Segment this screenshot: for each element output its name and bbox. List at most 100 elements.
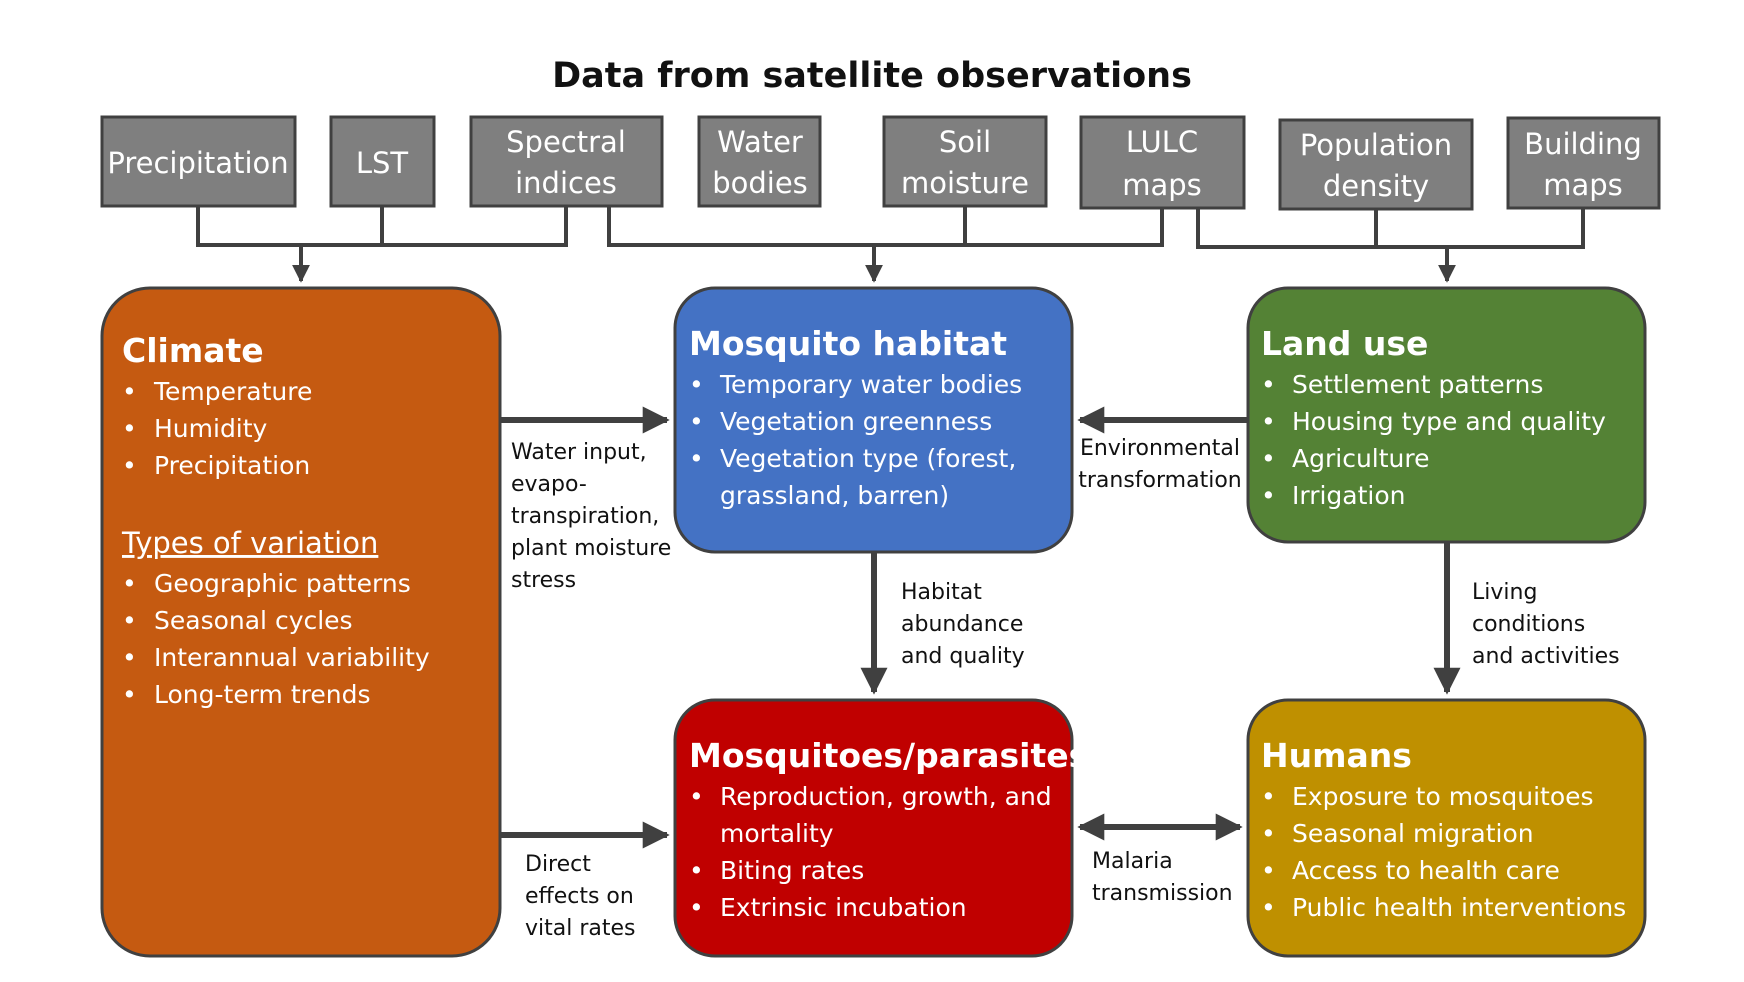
landuse-item: Housing type and quality (1292, 407, 1606, 436)
source-soil-line2: moisture (901, 166, 1029, 200)
mosquitoes-item: Extrinsic incubation (720, 893, 967, 922)
edge-label-line: and quality (901, 644, 1025, 669)
climate-subitem: Geographic patterns (154, 569, 411, 598)
edge-label-line: plant moisture (511, 536, 671, 561)
source-spectral-line2: indices (515, 166, 617, 200)
landuse-item: Irrigation (1292, 481, 1406, 510)
humans-box: Humans • Exposure to mosquitoes • Season… (1246, 698, 1647, 958)
climate-item: Temperature (153, 377, 312, 406)
edge-label-line: Direct (525, 852, 591, 877)
habitat-item: Vegetation greenness (720, 407, 992, 436)
edge-label-line: conditions (1472, 612, 1585, 637)
habitat-item: grassland, barren) (720, 481, 949, 510)
edge-label-line: and activities (1472, 644, 1620, 669)
climate-bullet: • (122, 414, 137, 443)
source-population-density: Population density (1278, 118, 1474, 211)
edge-label-line: abundance (901, 612, 1023, 637)
edge-label-direct-effects: Direct effects on vital rates (525, 852, 636, 941)
climate-subitem: Interannual variability (154, 643, 430, 672)
edge-label-line: Habitat (901, 580, 982, 605)
climate-subheading: Types of variation (121, 526, 378, 560)
humans-item: Access to health care (1292, 856, 1560, 885)
mosquitoes-parasites-box: Mosquitoes/parasites • Reproduction, gro… (673, 698, 1088, 958)
source-building-maps: Building maps (1506, 116, 1661, 210)
diagram-title: Data from satellite observations (552, 56, 1192, 96)
mosquitoes-item: Reproduction, growth, and (720, 782, 1052, 811)
source-soil-moisture: Soil moisture (882, 115, 1048, 208)
source-population-line2: density (1323, 169, 1429, 203)
source-lst: LST (329, 115, 436, 208)
source-lulc-maps: LULC maps (1079, 115, 1246, 210)
mosquitoes-item: mortality (720, 819, 834, 848)
edge-label-water-input: Water input, evapo- transpiration, plant… (511, 440, 671, 593)
source-building-line2: maps (1543, 168, 1623, 202)
climate-subitem: Seasonal cycles (154, 606, 353, 635)
habitat-item: Vegetation type (forest, (720, 444, 1016, 473)
edge-label-line: transmission (1092, 881, 1233, 906)
mosquito-habitat-box: Mosquito habitat • Temporary water bodie… (673, 286, 1074, 554)
climate-item: Humidity (154, 414, 268, 443)
connector-habitat-sources (607, 207, 1164, 247)
relationship-arrows (500, 406, 1461, 849)
landuse-bullet: • (1261, 370, 1276, 399)
humans-item: Seasonal migration (1292, 819, 1534, 848)
humans-bullet: • (1261, 782, 1276, 811)
edge-label-line: evapo- (511, 472, 587, 497)
climate-bullet: • (122, 451, 137, 480)
habitat-item: Temporary water bodies (719, 370, 1022, 399)
source-connectors (196, 207, 1585, 283)
edge-label-line: Water input, (511, 440, 647, 465)
source-lulc-line1: LULC (1126, 125, 1198, 159)
humans-bullet: • (1261, 856, 1276, 885)
landuse-bullet: • (1261, 407, 1276, 436)
source-precipitation-label: Precipitation (107, 146, 288, 180)
edge-label-line: Environmental (1080, 436, 1240, 461)
climate-bullet: • (122, 606, 137, 635)
humans-title: Humans (1261, 736, 1412, 775)
mosquitoes-bullet: • (689, 893, 704, 922)
source-spectral-indices: Spectral indices (469, 115, 664, 208)
humans-item: Exposure to mosquitoes (1292, 782, 1594, 811)
source-lulc-line2: maps (1122, 168, 1202, 202)
source-spectral-line1: Spectral (506, 125, 626, 159)
mosquitoes-item: Biting rates (720, 856, 864, 885)
source-lst-label: LST (356, 146, 409, 180)
landuse-title: Land use (1261, 324, 1428, 363)
edge-label-habitat-abundance: Habitat abundance and quality (901, 580, 1025, 669)
source-soil-line1: Soil (939, 125, 991, 159)
climate-subitem: Long-term trends (154, 680, 371, 709)
edge-label-malaria: Malaria transmission (1092, 849, 1233, 906)
habitat-bullet: • (689, 407, 704, 436)
connector-landuse-sources (1196, 209, 1585, 249)
source-building-line1: Building (1524, 127, 1642, 161)
landuse-item: Settlement patterns (1292, 370, 1543, 399)
landuse-item: Agriculture (1292, 444, 1430, 473)
edge-label-line: stress (511, 568, 576, 593)
climate-bullet: • (122, 643, 137, 672)
landuse-bullet: • (1261, 444, 1276, 473)
edge-label-line: transformation (1078, 468, 1241, 493)
climate-bullet: • (122, 680, 137, 709)
edge-label-living-conditions: Living conditions and activities (1472, 580, 1620, 669)
source-water-line2: bodies (712, 166, 808, 200)
mosquitoes-bullet: • (689, 782, 704, 811)
source-precipitation: Precipitation (100, 115, 297, 208)
land-use-box: Land use • Settlement patterns • Housing… (1246, 286, 1647, 544)
habitat-bullet: • (689, 370, 704, 399)
habitat-bullet: • (689, 444, 704, 473)
edge-label-line: transpiration, (511, 504, 659, 529)
source-water-line1: Water (717, 125, 803, 159)
edge-label-environmental: Environmental transformation (1078, 436, 1241, 493)
climate-title: Climate (122, 331, 264, 370)
humans-item: Public health interventions (1292, 893, 1626, 922)
climate-item: Precipitation (154, 451, 310, 480)
climate-box: Climate • Temperature • Humidity • Preci… (100, 286, 502, 958)
edge-label-line: Malaria (1092, 849, 1173, 874)
humans-bullet: • (1261, 819, 1276, 848)
habitat-title: Mosquito habitat (689, 324, 1007, 363)
mosquitoes-title: Mosquitoes/parasites (689, 736, 1088, 775)
mosquitoes-bullet: • (689, 856, 704, 885)
source-population-line1: Population (1300, 128, 1452, 162)
edge-label-line: Living (1472, 580, 1537, 605)
